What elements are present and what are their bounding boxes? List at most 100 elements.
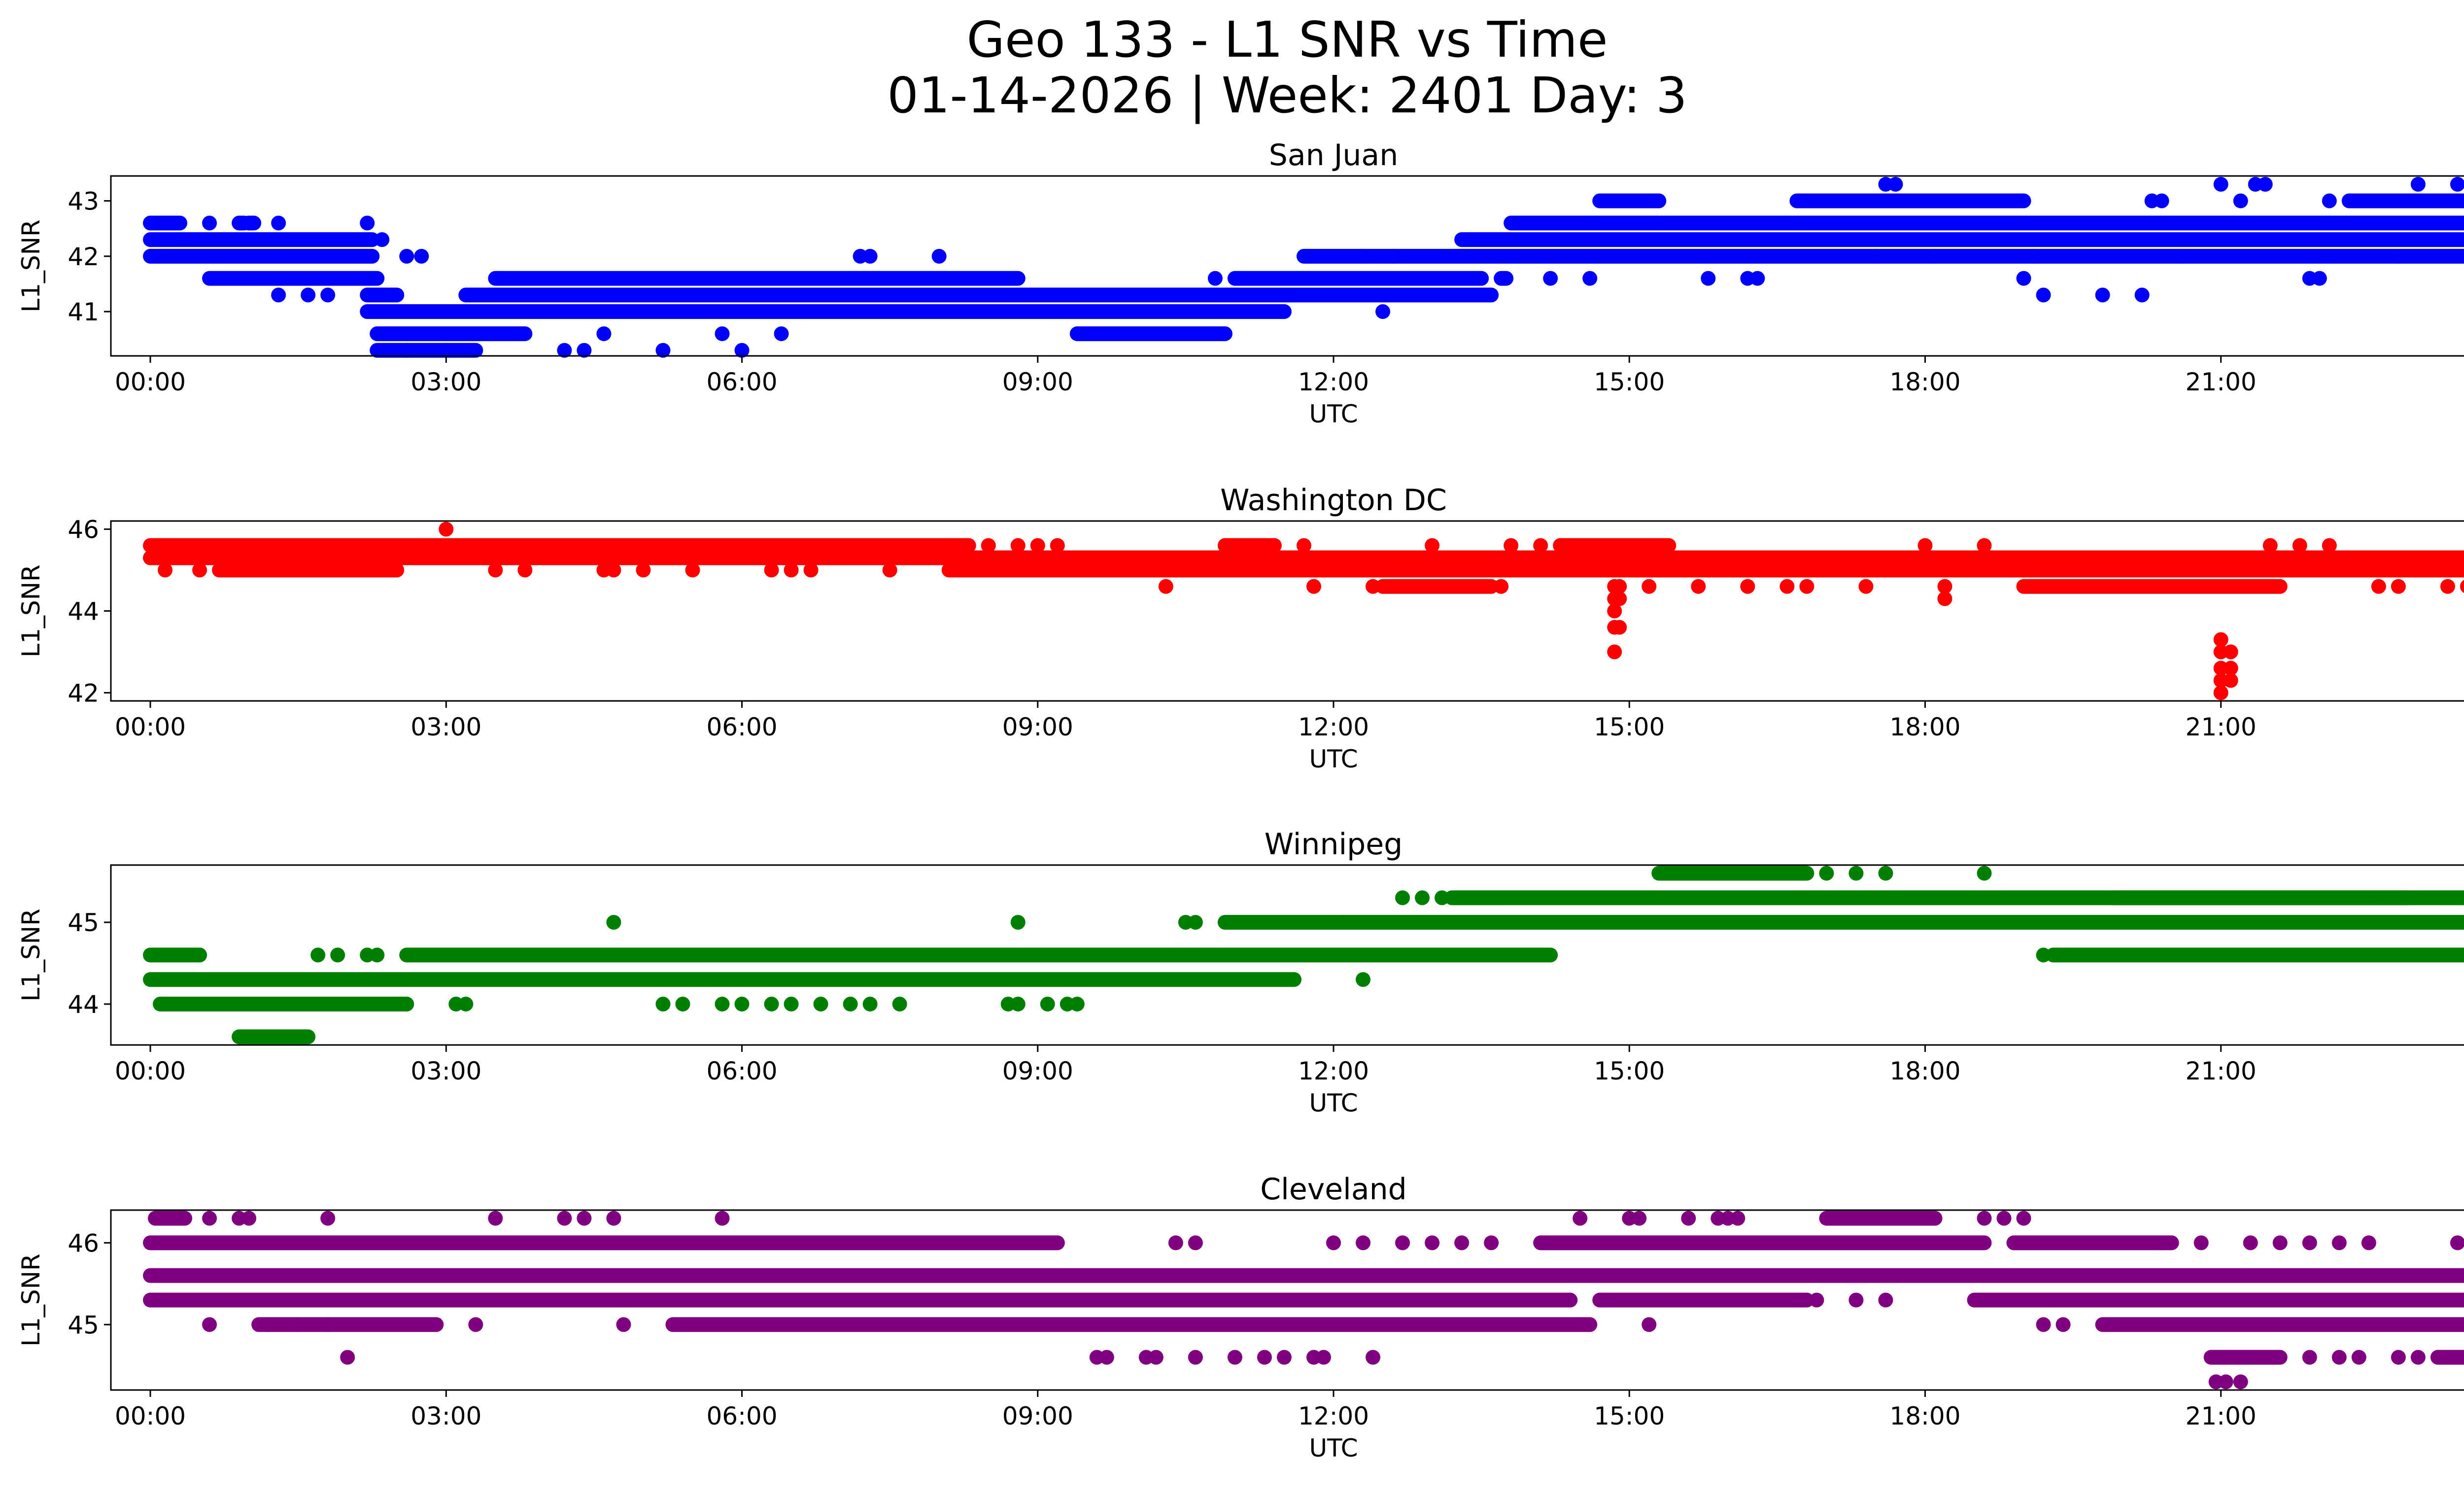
data-point: [882, 562, 897, 578]
data-point: [715, 997, 730, 1012]
x-tick-label: 15:00: [1594, 368, 1665, 396]
data-point: [202, 1211, 217, 1226]
data-point: [784, 997, 799, 1012]
data-point: [1375, 304, 1391, 319]
data-point: [655, 343, 671, 358]
data-point: [330, 947, 345, 963]
data-point: [2312, 947, 2327, 963]
figure-title-line2: 01-14-2026 | Week: 2401 Day: 3: [887, 67, 1687, 124]
panel-title: San Juan: [1269, 138, 1398, 173]
figure-title-line1: Geo 133 - L1 SNR vs Time: [967, 11, 1608, 69]
data-point: [1573, 1211, 1588, 1226]
x-tick-label: 06:00: [706, 1402, 777, 1430]
data-point: [1316, 1350, 1331, 1365]
data-point: [320, 287, 336, 303]
data-point: [320, 1211, 336, 1226]
x-tick-label: 12:00: [1298, 1402, 1369, 1430]
data-point: [1868, 248, 1883, 264]
data-point: [1582, 271, 1598, 286]
data-point: [1050, 538, 1065, 553]
data-point: [1415, 890, 1430, 905]
x-tick-label: 18:00: [1889, 1057, 1960, 1085]
x-tick-label: 00:00: [115, 1402, 186, 1430]
panel-title: Winnipeg: [1265, 827, 1403, 862]
data-point: [2223, 661, 2238, 676]
data-point: [1494, 579, 1509, 594]
data-point: [2218, 1374, 2233, 1390]
data-point: [596, 326, 612, 342]
data-point: [774, 326, 789, 342]
data-point: [1917, 538, 1933, 553]
data-point: [1504, 538, 1519, 553]
x-tick-label: 12:00: [1298, 1057, 1369, 1085]
data-point: [862, 997, 878, 1012]
x-tick-label: 18:00: [1889, 1402, 1960, 1430]
x-tick-label: 09:00: [1002, 1402, 1073, 1430]
data-point: [1484, 1235, 1499, 1251]
data-point: [2361, 1235, 2376, 1251]
x-tick-label: 03:00: [411, 713, 481, 741]
y-axis-label: L1_SNR: [17, 1253, 45, 1347]
data-point: [2223, 673, 2238, 688]
x-tick-label: 09:00: [1002, 1057, 1073, 1085]
y-tick-label: 44: [68, 990, 99, 1019]
x-tick-label: 18:00: [1889, 368, 1960, 396]
data-point: [301, 287, 316, 303]
panel-1: Washington DC 00:00 03:00 06:00 09:00 12:00 15…: [17, 483, 2464, 773]
data-point: [685, 562, 700, 578]
data-point: [1848, 215, 1864, 231]
data-point: [2026, 248, 2041, 264]
x-tick-label: 06:00: [706, 368, 777, 396]
data-point: [2213, 176, 2228, 192]
data-point: [577, 1211, 592, 1226]
data-point: [1227, 1350, 1242, 1365]
data-point: [1425, 1235, 1440, 1251]
x-tick-label: 21:00: [2186, 1402, 2257, 1430]
data-point: [1858, 579, 1874, 594]
data-point: [1612, 579, 1627, 594]
data-point: [734, 343, 750, 358]
data-point: [241, 1211, 257, 1226]
data-point: [1799, 579, 1814, 594]
data-point: [1356, 248, 1371, 264]
data-point: [1917, 193, 1933, 209]
data-point: [1069, 997, 1085, 1012]
data-point: [2016, 271, 2031, 286]
data-point: [2292, 538, 2307, 553]
data-point: [2302, 1350, 2317, 1365]
data-point: [1533, 538, 1548, 553]
data-point: [1425, 538, 1440, 553]
x-tick-label: 18:00: [1889, 713, 1960, 741]
x-tick-label: 15:00: [1594, 1402, 1665, 1430]
data-point: [1306, 579, 1321, 594]
data-point: [734, 997, 750, 1012]
data-point: [1977, 538, 1992, 553]
data-point: [2036, 947, 2051, 963]
data-point: [2134, 550, 2150, 565]
data-point: [158, 562, 173, 578]
panel-title: Washington DC: [1220, 483, 1447, 518]
data-point: [606, 562, 621, 578]
data-point: [2174, 248, 2189, 264]
data-point: [1030, 538, 1045, 553]
data-point: [1878, 1292, 1893, 1308]
data-point: [1642, 1317, 1657, 1332]
data-point: [784, 562, 799, 578]
y-tick-label: 45: [68, 1311, 99, 1339]
data-point: [2036, 1317, 2051, 1332]
data-point: [1977, 866, 1992, 881]
x-tick-label: 21:00: [2186, 368, 2257, 396]
y-tick-label: 42: [68, 679, 99, 707]
data-point: [1740, 579, 1755, 594]
x-axis-label: UTC: [1309, 1434, 1358, 1462]
data-point: [2258, 176, 2273, 192]
data-point: [468, 1317, 483, 1332]
data-point: [2095, 287, 2110, 303]
x-axis-label: UTC: [1309, 400, 1358, 428]
x-tick-label: 06:00: [706, 1057, 777, 1085]
panels: San Juan 00:00 03:00 06:00 09:00 12:00 15:00 18…: [17, 138, 2464, 1462]
data-point: [1010, 538, 1026, 553]
data-point: [414, 248, 429, 264]
data-point: [862, 248, 878, 264]
